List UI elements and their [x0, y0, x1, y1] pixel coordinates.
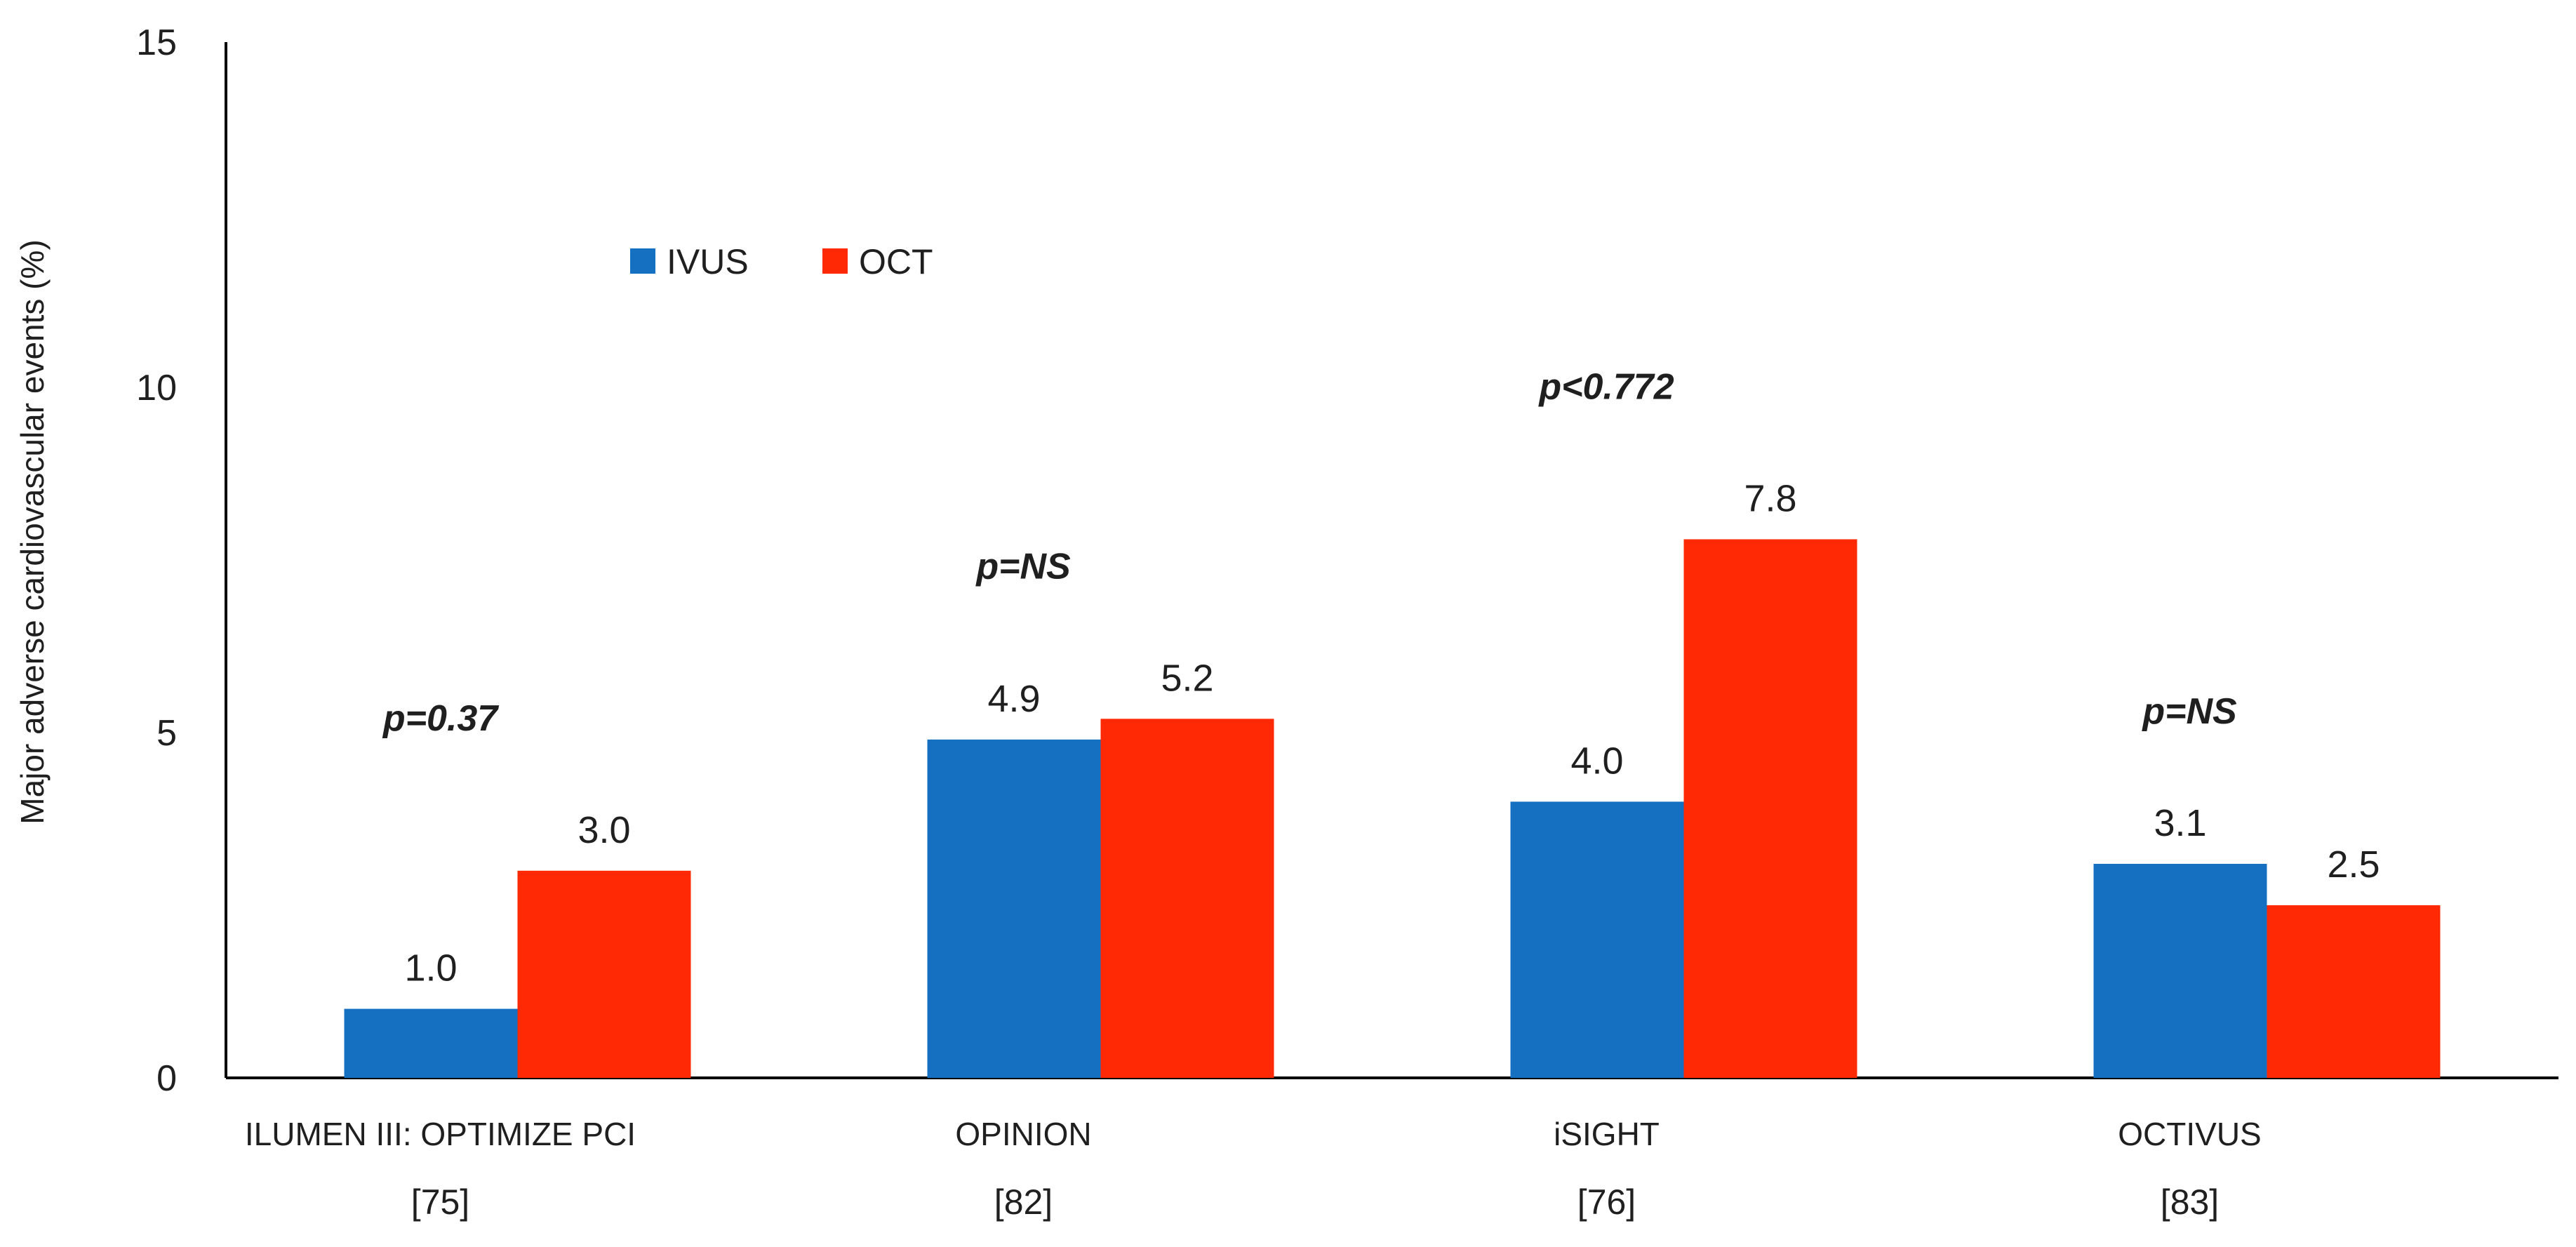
data-label: 1.0 [404, 947, 457, 989]
y-axis-title: Major adverse cardiovascular events (%) [14, 239, 51, 824]
data-label: 2.5 [2327, 843, 2380, 886]
legend: IVUS OCT [630, 242, 933, 281]
data-label: 3.1 [2154, 802, 2206, 844]
legend-swatch [822, 248, 848, 274]
y-tick-label: 5 [156, 713, 177, 754]
y-tick-label: 10 [136, 368, 177, 408]
category-label: OCTIVUS [2118, 1116, 2261, 1152]
data-label: 7.8 [1744, 477, 1796, 519]
category-label: ILUMEN III: OPTIMIZE PCI [245, 1116, 636, 1152]
y-tick-label: 0 [156, 1058, 177, 1099]
legend-label: OCT [859, 242, 933, 281]
bars [344, 539, 2441, 1078]
legend-swatch [630, 248, 655, 274]
category-labels: ILUMEN III: OPTIMIZE PCI [75] OPINION [82] i… [245, 1116, 2262, 1222]
category-reference: [82] [994, 1182, 1053, 1222]
data-label: 4.9 [987, 678, 1040, 720]
bar-ivus [927, 739, 1101, 1078]
category-label: OPINION [955, 1116, 1091, 1152]
category-reference: [76] [1577, 1182, 1636, 1222]
legend-label: IVUS [667, 242, 749, 281]
bar-oct [1683, 539, 1857, 1078]
legend-item: OCT [822, 242, 933, 281]
bar-oct [2267, 905, 2441, 1078]
data-label: 4.0 [1570, 740, 1623, 782]
category-reference: [75] [411, 1182, 469, 1222]
bar-oct [1100, 719, 1274, 1078]
legend-item: IVUS [630, 242, 749, 281]
bar-oct [517, 870, 691, 1078]
bar-ivus [344, 1008, 518, 1078]
y-tick-labels: 0 5 10 15 [136, 22, 177, 1099]
category-reference: [83] [2161, 1182, 2219, 1222]
data-label: 3.0 [578, 809, 630, 851]
p-value-label: p=NS [975, 546, 1071, 587]
bar-ivus [1510, 801, 1684, 1078]
p-value-labels: p=0.37 p=NS p<0.772 p=NS [382, 366, 2237, 738]
p-value-label: p=0.37 [382, 698, 499, 739]
p-value-label: p<0.772 [1537, 366, 1674, 407]
p-value-label: p=NS [2141, 691, 2237, 732]
value-labels: 1.0 3.0 4.9 5.2 4.0 7.8 3.1 2.5 [404, 477, 2380, 989]
data-label: 5.2 [1161, 657, 1213, 699]
y-tick-label: 15 [136, 22, 177, 63]
bar-ivus [2093, 863, 2267, 1078]
category-label: iSIGHT [1554, 1116, 1660, 1152]
